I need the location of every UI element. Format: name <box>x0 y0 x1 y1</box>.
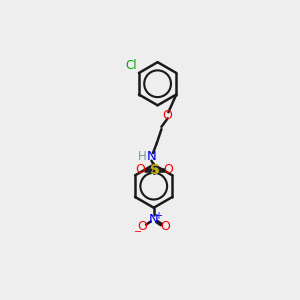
Text: −: − <box>134 226 142 237</box>
Text: O: O <box>163 109 172 122</box>
Text: +: + <box>154 211 162 221</box>
Text: N: N <box>147 150 156 164</box>
Text: Cl: Cl <box>125 59 136 72</box>
Text: H: H <box>138 150 147 163</box>
Text: S: S <box>149 163 160 177</box>
Text: O: O <box>164 164 173 176</box>
Text: O: O <box>136 164 146 176</box>
Text: O: O <box>160 220 170 233</box>
Text: O: O <box>137 220 147 233</box>
Text: N: N <box>149 213 159 226</box>
